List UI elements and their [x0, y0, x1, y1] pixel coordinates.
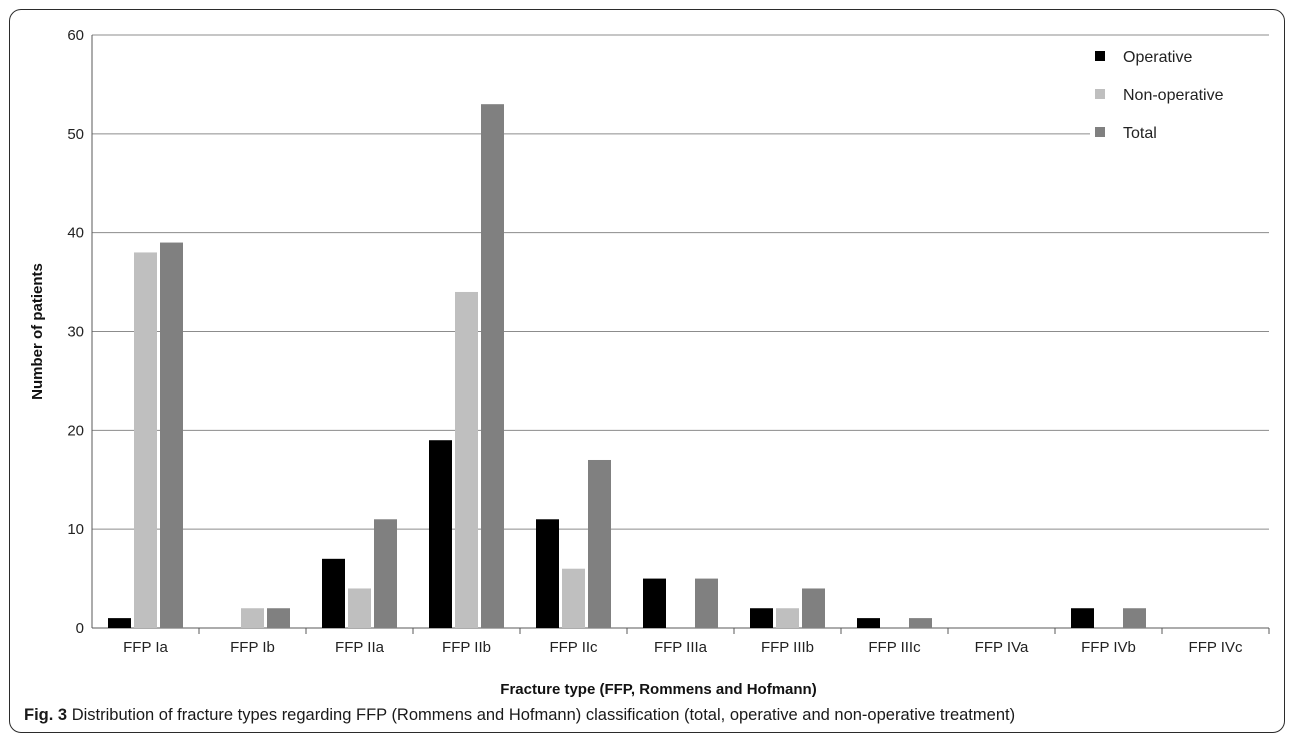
- x-tick-label: FFP IIa: [335, 639, 385, 656]
- bar: [348, 588, 371, 628]
- legend-label: Non-operative: [1123, 87, 1224, 104]
- figure-caption-text: Distribution of fracture types regarding…: [71, 706, 1016, 724]
- bar: [643, 578, 666, 628]
- y-tick-label: 40: [67, 225, 84, 242]
- figure-caption: Fig. 3 Distribution of fracture types re…: [24, 706, 1015, 725]
- bar: [429, 440, 452, 628]
- x-tick-label: FFP IIIc: [868, 639, 921, 656]
- bar: [802, 588, 825, 628]
- bar: [322, 558, 345, 628]
- y-tick-label: 20: [67, 422, 84, 439]
- bar: [374, 519, 397, 628]
- bar: [1123, 608, 1146, 628]
- y-tick-label: 0: [76, 620, 84, 637]
- bar: [241, 608, 264, 628]
- x-tick-label: FFP IVb: [1081, 639, 1136, 656]
- x-tick-label: FFP IIb: [442, 639, 491, 656]
- bar: [776, 608, 799, 628]
- tick-labels: 0 10 20 30 40 50 60 FFP Ia FFP Ib FFP IIa FFP IIb F…: [67, 27, 1243, 656]
- x-tick-label: FFP IIIb: [761, 639, 814, 656]
- axes: [91, 35, 1270, 634]
- bars: [108, 104, 1146, 629]
- legend-swatch: [1095, 127, 1105, 137]
- x-tick-label: FFP Ib: [230, 639, 275, 656]
- legend-label: Operative: [1123, 49, 1192, 66]
- x-tick-label: FFP Ia: [123, 639, 168, 656]
- bar: [536, 519, 559, 628]
- bar: [750, 608, 773, 628]
- y-tick-label: 10: [67, 521, 84, 538]
- legend-swatch: [1095, 89, 1105, 99]
- bar: [455, 291, 478, 628]
- bar: [588, 459, 611, 628]
- legend-swatch: [1095, 51, 1105, 61]
- legend: Operative Non-operative Total: [1095, 49, 1224, 142]
- x-tick-label: FFP IIc: [549, 639, 598, 656]
- bar: [108, 618, 131, 628]
- y-tick-label: 50: [67, 126, 84, 143]
- gridlines: [92, 34, 1269, 530]
- x-tick-label: FFP IVc: [1189, 639, 1243, 656]
- bar: [160, 242, 183, 629]
- bar: [134, 252, 157, 628]
- bar: [695, 578, 718, 628]
- bar: [267, 608, 290, 628]
- figure-label: Fig. 3: [24, 706, 68, 724]
- legend-label: Total: [1123, 125, 1157, 142]
- x-tick-label: FFP IIIa: [654, 639, 708, 656]
- y-tick-label: 60: [67, 27, 84, 44]
- bar: [481, 104, 504, 628]
- bar: [1071, 608, 1094, 628]
- x-tick-label: FFP IVa: [975, 639, 1029, 656]
- x-axis-title: Fracture type (FFP, Rommens and Hofmann): [500, 681, 816, 698]
- y-tick-label: 30: [67, 324, 84, 341]
- y-axis-title: Number of patients: [29, 263, 46, 400]
- bar: [909, 618, 932, 628]
- bar: [562, 568, 585, 628]
- bar: [857, 618, 880, 628]
